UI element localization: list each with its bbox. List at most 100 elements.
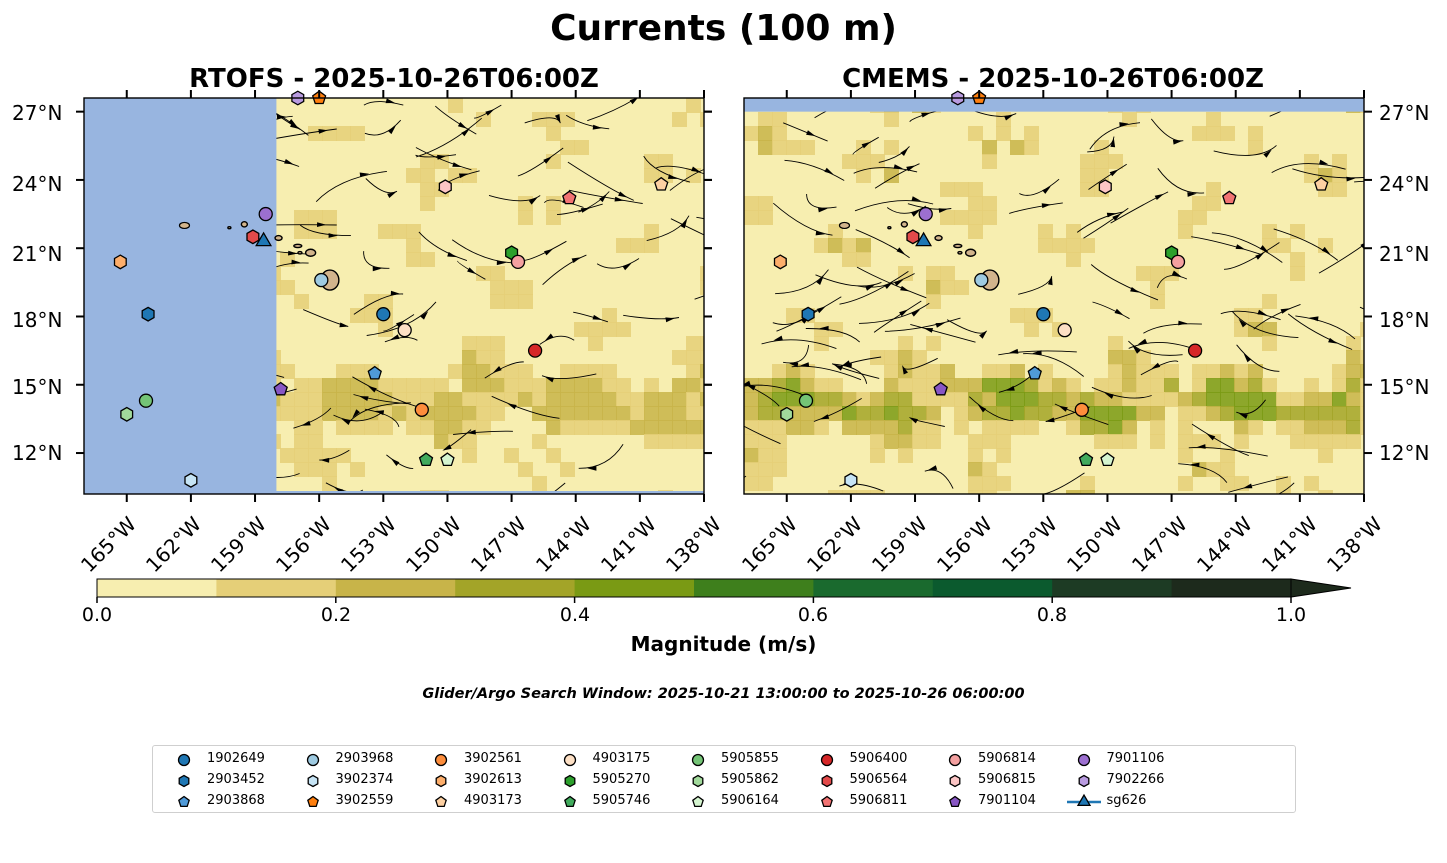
speed-contour <box>504 364 519 379</box>
legend-marker-icon <box>563 753 576 767</box>
streamline-arrow <box>1263 149 1272 158</box>
streamline-arrow <box>485 109 495 116</box>
island <box>957 250 963 255</box>
streamline <box>1088 163 1127 190</box>
legend-label: 2903452 <box>207 772 265 787</box>
obs-marker-4903173 <box>1314 176 1329 191</box>
streamline-arrow <box>1032 350 1042 355</box>
speed-contour <box>744 126 759 141</box>
streamline <box>1354 180 1364 183</box>
speed-contour <box>308 210 323 225</box>
streamline <box>971 109 1017 117</box>
speed-contour <box>898 434 913 449</box>
speed-contour <box>926 406 941 421</box>
colorbar-tick-label: 0.8 <box>1036 604 1068 626</box>
speed-contour <box>448 392 463 407</box>
obs-marker-7901104 <box>273 381 288 396</box>
speed-contour <box>800 140 815 155</box>
legend-label: 7902266 <box>1106 772 1165 787</box>
speed-contour <box>476 112 491 127</box>
obs-marker-2903968 <box>974 272 989 288</box>
streamline-arrow <box>1172 139 1183 145</box>
speed-contour <box>898 336 913 351</box>
speed-contour <box>1052 392 1067 407</box>
legend-label: 4903175 <box>592 751 651 766</box>
speed-contour <box>322 392 337 407</box>
speed-contour <box>518 462 533 477</box>
colorbar-segment <box>1171 579 1292 597</box>
legend-marker <box>435 774 447 788</box>
speed-contour <box>926 420 941 435</box>
speed-contour <box>350 420 365 435</box>
legend-marker-icon <box>307 774 318 788</box>
speed-contour <box>1276 476 1291 491</box>
speed-contour <box>800 406 815 421</box>
speed-contour <box>1234 434 1249 449</box>
speed-contour <box>700 112 704 127</box>
speed-contour <box>1248 392 1263 407</box>
speed-contour <box>490 266 505 281</box>
streamline-arrow <box>1114 308 1124 316</box>
streamline <box>1023 353 1084 377</box>
streamline-arrow <box>1238 413 1248 419</box>
speed-contour <box>996 112 1011 127</box>
speed-contour <box>758 476 773 491</box>
speed-contour <box>968 126 983 141</box>
streamline-arrow <box>599 193 608 203</box>
legend-marker <box>949 774 961 788</box>
speed-contour <box>912 406 927 421</box>
streamline <box>1213 145 1277 156</box>
speed-contour <box>996 420 1011 435</box>
streamline-arrow <box>544 248 554 256</box>
obs-marker-3902561 <box>1074 402 1089 417</box>
colorbar-tick-label: 0.2 <box>320 604 352 626</box>
speed-contour <box>1360 420 1364 435</box>
speed-contour <box>672 350 687 365</box>
speed-contour <box>462 448 477 463</box>
speed-contour <box>462 350 477 365</box>
colorbar-segment <box>1052 579 1173 597</box>
speed-contour <box>1066 252 1081 267</box>
speed-contour <box>1024 392 1039 407</box>
streamline-arrow <box>921 112 931 118</box>
speed-contour <box>378 420 393 435</box>
streamline-arrow <box>544 376 555 383</box>
streamline <box>1178 463 1228 483</box>
speed-contour <box>322 476 337 491</box>
speed-contour <box>560 462 575 477</box>
speed-contour <box>1178 210 1193 225</box>
speed-contour <box>1024 406 1039 421</box>
speed-contour <box>772 112 787 127</box>
speed-contour <box>686 434 701 449</box>
speed-contour <box>1010 364 1025 379</box>
streamline-arrow <box>824 167 834 175</box>
speed-contour <box>602 392 617 407</box>
streamline-arrow <box>1058 405 1068 412</box>
streamline-arrow <box>320 457 330 463</box>
streamline-arrow <box>1041 203 1052 209</box>
observation-markers <box>113 90 669 488</box>
speed-contour <box>672 112 687 127</box>
streamline <box>1295 315 1356 340</box>
speed-contour <box>856 238 871 253</box>
speed-contour <box>1136 392 1151 407</box>
legend-marker <box>306 753 319 767</box>
streamline-arrow <box>390 458 400 466</box>
colorbar <box>96 578 1352 603</box>
obs-marker-4903175 <box>397 322 412 338</box>
speed-contour <box>1262 294 1277 309</box>
speed-contour <box>364 378 379 393</box>
speed-contour <box>870 154 885 169</box>
speed-contour <box>546 420 561 435</box>
speed-contour <box>1122 364 1137 379</box>
streamline-arrow <box>629 98 638 105</box>
streamline <box>744 383 780 407</box>
speed-contour <box>1052 378 1067 393</box>
speed-contour <box>700 406 704 421</box>
speed-contour <box>392 406 407 421</box>
speed-contour <box>616 378 631 393</box>
legend-marker <box>1077 753 1090 767</box>
streamline <box>791 365 862 381</box>
speed-contour <box>1206 462 1221 477</box>
speed-contour <box>1108 406 1123 421</box>
